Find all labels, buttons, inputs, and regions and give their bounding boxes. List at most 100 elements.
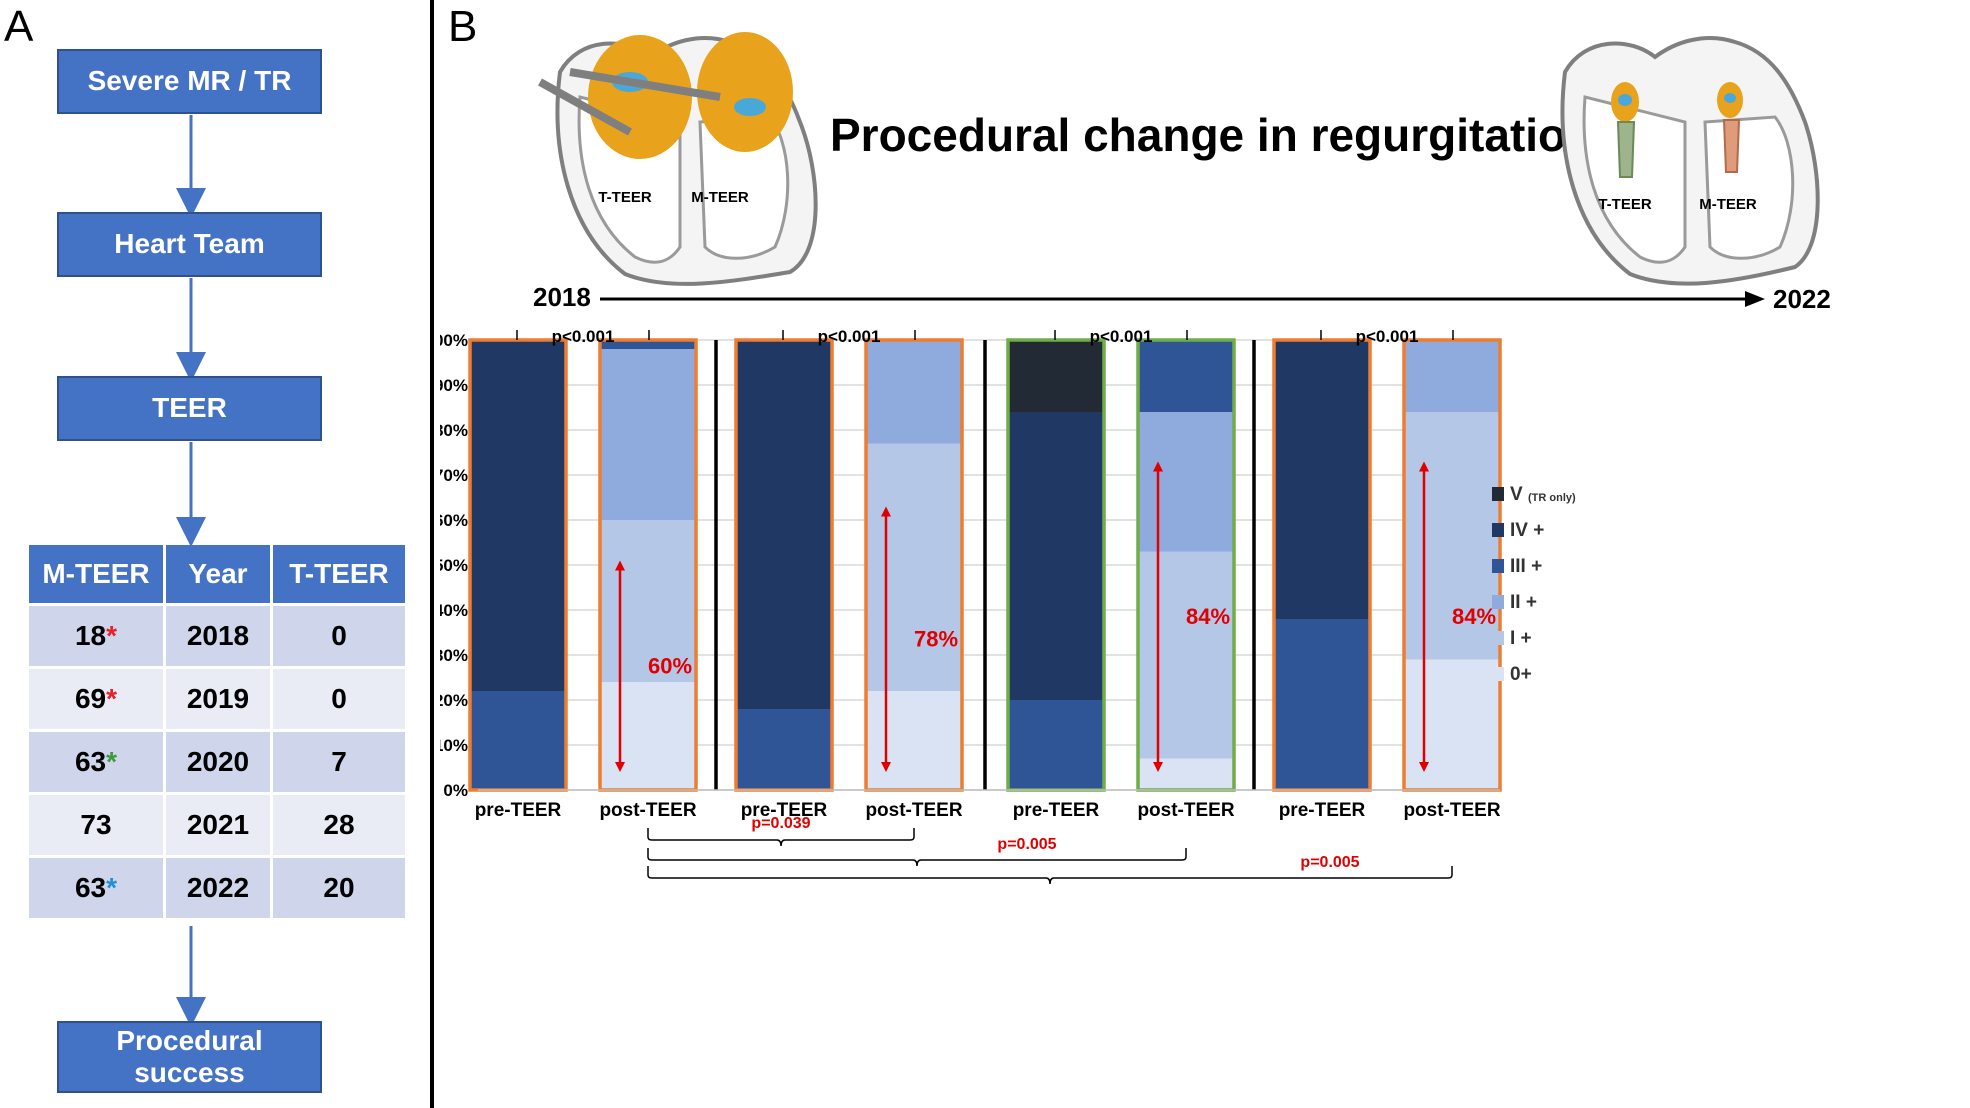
table-cell-t-teer: 7: [273, 732, 405, 792]
bar-segment-0: [600, 682, 696, 790]
m-teer-count: 63: [74, 872, 107, 903]
table-row: 63* 2020 7: [29, 732, 405, 792]
bar-segment-i: [1404, 412, 1500, 660]
y-tick-label: 80%: [440, 421, 468, 440]
y-tick-label: 100%: [440, 331, 468, 350]
y-tick-label: 10%: [440, 736, 468, 755]
reduction-label: 84%: [1452, 604, 1496, 629]
legend-swatch: [1492, 667, 1504, 681]
bar-segment-ii: [1404, 340, 1500, 412]
reduction-arrowhead: [881, 762, 891, 772]
bar-segment-iii: [1274, 619, 1370, 790]
x-category-label: pre-TEER: [1013, 800, 1100, 821]
reduction-arrowhead: [1153, 762, 1163, 772]
table-cell-m-teer: 73: [29, 795, 163, 855]
legend-swatch: [1492, 487, 1504, 501]
heart-label-m-teer: M-TEER: [691, 189, 749, 206]
right-ventricle: [1582, 95, 1687, 264]
y-tick-label: 60%: [440, 511, 468, 530]
bar-segment-iv: [470, 340, 566, 691]
bar-segment-iii: [470, 691, 566, 790]
table-header-m-teer: M-TEER: [29, 545, 163, 603]
stacked-bar-chart: 0% 10% 20% 30% 40% 50% 60% 70% 80% 90% 100% pre-TEE…: [440, 330, 1576, 885]
m-teer-count: 63: [74, 746, 107, 777]
table-cell-t-teer: 0: [273, 606, 405, 666]
table-row: 69* 2019 0: [29, 669, 405, 729]
p-value-label: p<0.001: [818, 330, 881, 346]
comparison-p-label: p=0.005: [997, 836, 1056, 853]
timeline-start-year: 2018: [533, 282, 591, 312]
table-cell-year: 2022: [166, 858, 270, 918]
reduction-arrowhead: [1419, 762, 1429, 772]
reduction-arrowhead: [1153, 461, 1163, 472]
heart-label-t-teer: T-TEER: [598, 189, 652, 206]
legend-label: II +: [1510, 592, 1537, 613]
y-tick-label: 90%: [440, 376, 468, 395]
timeline-arrow: [600, 291, 1765, 307]
table-row: 73 2021 28: [29, 795, 405, 855]
reduction-label: 84%: [1186, 604, 1230, 629]
table-cell-t-teer: 0: [273, 669, 405, 729]
reduction-label: 78%: [914, 626, 958, 651]
heart-illustration-2018: T-TEER M-TEER: [538, 32, 818, 286]
star-marker: *: [106, 683, 118, 714]
heart-illustration-2022: T-TEER M-TEER: [1560, 35, 1820, 286]
table-cell-m-teer: 63*: [29, 732, 163, 792]
bar-segment-iii: [1008, 700, 1104, 790]
legend-sublabel: (TR only): [1528, 492, 1576, 504]
comparison-p-label: p=0.005: [1300, 854, 1359, 871]
y-tick-label: 40%: [440, 601, 468, 620]
bar-segment-iii: [736, 709, 832, 790]
chart-title: Procedural change in regurgitation: [830, 109, 1595, 161]
bar-segment-ii: [1138, 412, 1234, 552]
star-marker: *: [106, 872, 118, 903]
legend-swatch: [1492, 559, 1504, 573]
table-cell-year: 2021: [166, 795, 270, 855]
table-cell-t-teer: 20: [273, 858, 405, 918]
jet-arrow: [538, 78, 632, 136]
bar-segment-iii: [1138, 340, 1234, 412]
bar-segment-0: [1138, 758, 1234, 790]
bar-segment-i: [866, 443, 962, 691]
jet-flow-blue: [1724, 93, 1736, 103]
comparison-bracket: [647, 866, 1453, 885]
flow-box-procedural-success: Procedural success: [57, 1021, 322, 1093]
y-tick-label: 70%: [440, 466, 468, 485]
table-cell-t-teer: 28: [273, 795, 405, 855]
y-tick-label: 20%: [440, 691, 468, 710]
comparison-bracket: [647, 828, 915, 847]
x-category-label: pre-TEER: [1279, 800, 1366, 821]
bar-segment-iv: [1008, 412, 1104, 700]
table-cell-year: 2019: [166, 669, 270, 729]
t-teer-device: [1616, 121, 1636, 178]
tr-jet: [588, 35, 692, 159]
table-cell-m-teer: 63*: [29, 858, 163, 918]
star-marker: *: [106, 620, 118, 651]
panel-a-letter: A: [4, 2, 34, 51]
m-teer-device: [1722, 119, 1741, 173]
timeline-end-year: 2022: [1773, 284, 1831, 314]
reduction-arrowhead: [615, 762, 625, 772]
bar-segment-iv: [736, 340, 832, 709]
x-category-label: post-TEER: [599, 800, 696, 821]
panel-divider: [430, 0, 434, 1108]
legend-label: 0+: [1510, 664, 1532, 685]
left-ventricle: [1703, 115, 1795, 260]
bar-segment-v: [1008, 340, 1104, 412]
table-cell-year: 2018: [166, 606, 270, 666]
y-tick-label: 50%: [440, 556, 468, 575]
comparison-p-label: p=0.039: [751, 815, 810, 832]
left-ventricle: [698, 115, 790, 260]
y-tick-label: 30%: [440, 646, 468, 665]
bar-segment-iv: [1274, 340, 1370, 619]
legend-label: V: [1510, 484, 1523, 505]
heart-label-t-teer: T-TEER: [1598, 196, 1652, 213]
table-row: 63* 2022 20: [29, 858, 405, 918]
comparison-bracket: [647, 848, 1187, 867]
m-teer-count: 73: [80, 809, 112, 840]
bar-segment-ii: [866, 340, 962, 444]
flow-box-heart-team: Heart Team: [57, 212, 322, 277]
bar-segment-ii: [600, 349, 696, 520]
legend-swatch: [1492, 523, 1504, 537]
